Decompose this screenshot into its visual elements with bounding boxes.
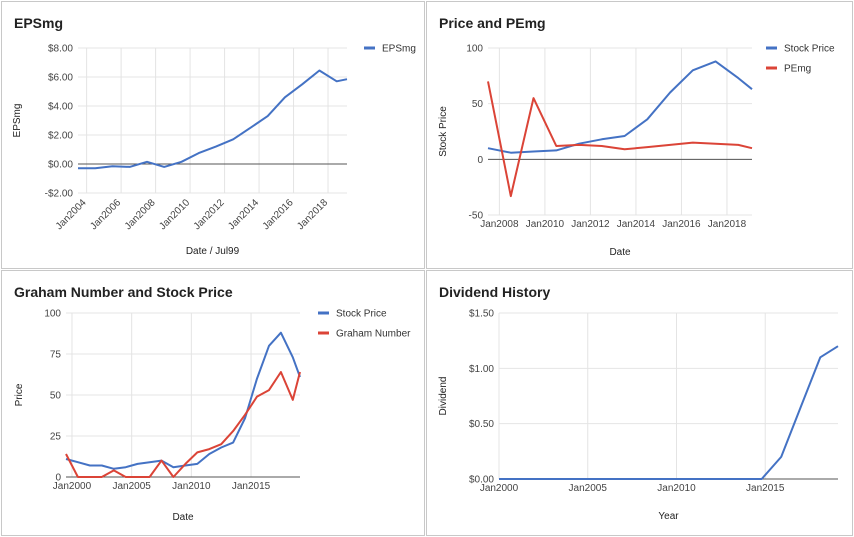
series-line-epsmg xyxy=(78,69,348,170)
y-axis-label: EPSmg xyxy=(12,104,23,138)
y-tick-label: 50 xyxy=(472,99,484,110)
y-tick-label: $8.00 xyxy=(48,44,73,55)
price-pe-chart-panel: Price and PEmg -50 0 50 100 Jan2008 Jan2010 Ja… xyxy=(426,1,853,269)
y-axis-label: Stock Price xyxy=(438,106,449,157)
x-tick-label: Jan2014 xyxy=(226,197,261,232)
chart-title: EPSmg xyxy=(14,15,64,31)
x-tick-label: Jan2012 xyxy=(192,197,227,232)
y-tick-label: $1.00 xyxy=(469,364,494,375)
x-tick-label: Jan2004 xyxy=(54,197,89,232)
x-tick-label: Jan2000 xyxy=(53,481,92,492)
x-tick-label: Jan2010 xyxy=(526,219,565,230)
eps-chart-panel: EPSmg -$2.00 $0.00 $2.00 $4.00 $6.00 $8.00 Jan… xyxy=(1,1,425,269)
y-tick-label: -50 xyxy=(469,211,484,222)
y-tick-label: $2.00 xyxy=(48,131,73,142)
y-axis-label: Dividend xyxy=(438,377,449,416)
x-tick-label: Jan2005 xyxy=(112,481,151,492)
legend-label: EPSmg xyxy=(382,44,416,55)
x-tick-label: Jan2014 xyxy=(617,219,656,230)
y-tick-label: 25 xyxy=(50,432,62,443)
x-tick-label: Jan2010 xyxy=(657,483,696,494)
x-tick-label: Jan2010 xyxy=(157,197,192,232)
y-tick-label: 0 xyxy=(477,155,483,166)
legend-label: Graham Number xyxy=(336,329,411,340)
x-tick-label: Jan2016 xyxy=(662,219,701,230)
x-tick-label: Jan2010 xyxy=(172,481,211,492)
price-pe-chart-svg: -50 0 50 100 Jan2008 Jan2010 Jan2012 Jan2014 Jan… xyxy=(438,44,835,259)
series-line-stock-price xyxy=(487,60,753,154)
x-axis-label: Date / Jul99 xyxy=(186,246,240,257)
x-tick-label: Jan2018 xyxy=(708,219,747,230)
x-tick-label: Jan2012 xyxy=(571,219,610,230)
x-tick-label: Jan2016 xyxy=(261,197,296,232)
y-tick-label: 100 xyxy=(466,44,483,55)
y-tick-label: $0.50 xyxy=(469,419,494,430)
legend-label: PEmg xyxy=(784,64,811,75)
y-tick-label: $4.00 xyxy=(48,102,73,113)
legend-label: Stock Price xyxy=(336,309,387,320)
y-axis-label: Price xyxy=(14,383,25,406)
x-tick-label: Jan2008 xyxy=(480,219,519,230)
legend-label: Stock Price xyxy=(784,44,835,55)
y-tick-label: $0.00 xyxy=(469,475,494,486)
y-tick-label: 100 xyxy=(44,309,61,320)
graham-chart-svg: 0 25 50 75 100 Jan2000 Jan2005 Jan2010 Jan2015 Da… xyxy=(14,309,411,524)
y-tick-label: 75 xyxy=(50,350,62,361)
chart-title: Price and PEmg xyxy=(439,15,546,31)
chart-title: Graham Number and Stock Price xyxy=(14,284,233,300)
x-tick-label: Jan2015 xyxy=(746,483,785,494)
x-tick-label: Jan2008 xyxy=(123,197,158,232)
x-tick-label: Jan2018 xyxy=(295,197,330,232)
dividend-chart-panel: Dividend History $0.00 $0.50 $1.00 $1.50 Jan… xyxy=(426,270,853,536)
series-line-pemg xyxy=(487,81,753,198)
x-tick-label: Jan2005 xyxy=(569,483,608,494)
y-tick-label: 0 xyxy=(55,473,61,484)
x-tick-label: Jan2006 xyxy=(88,197,123,232)
series-line-graham-number xyxy=(65,371,301,478)
y-tick-label: $6.00 xyxy=(48,73,73,84)
series-line-0 xyxy=(499,345,839,480)
x-axis-label: Year xyxy=(658,511,679,522)
series-line-stock-price xyxy=(65,331,301,470)
dividend-chart-svg: $0.00 $0.50 $1.00 $1.50 Jan2000 Jan2005 Jan201… xyxy=(438,309,839,522)
graham-chart-panel: Graham Number and Stock Price 0 25 50 75 100… xyxy=(1,270,425,536)
x-tick-label: Jan2015 xyxy=(232,481,271,492)
y-tick-label: $1.50 xyxy=(469,309,494,320)
x-tick-label: Jan2000 xyxy=(480,483,519,494)
chart-title: Dividend History xyxy=(439,284,551,300)
y-tick-label: -$2.00 xyxy=(45,189,74,200)
y-tick-label: 50 xyxy=(50,391,62,402)
x-axis-label: Date xyxy=(609,247,631,258)
y-tick-label: $0.00 xyxy=(48,160,73,171)
x-axis-label: Date xyxy=(172,512,194,523)
